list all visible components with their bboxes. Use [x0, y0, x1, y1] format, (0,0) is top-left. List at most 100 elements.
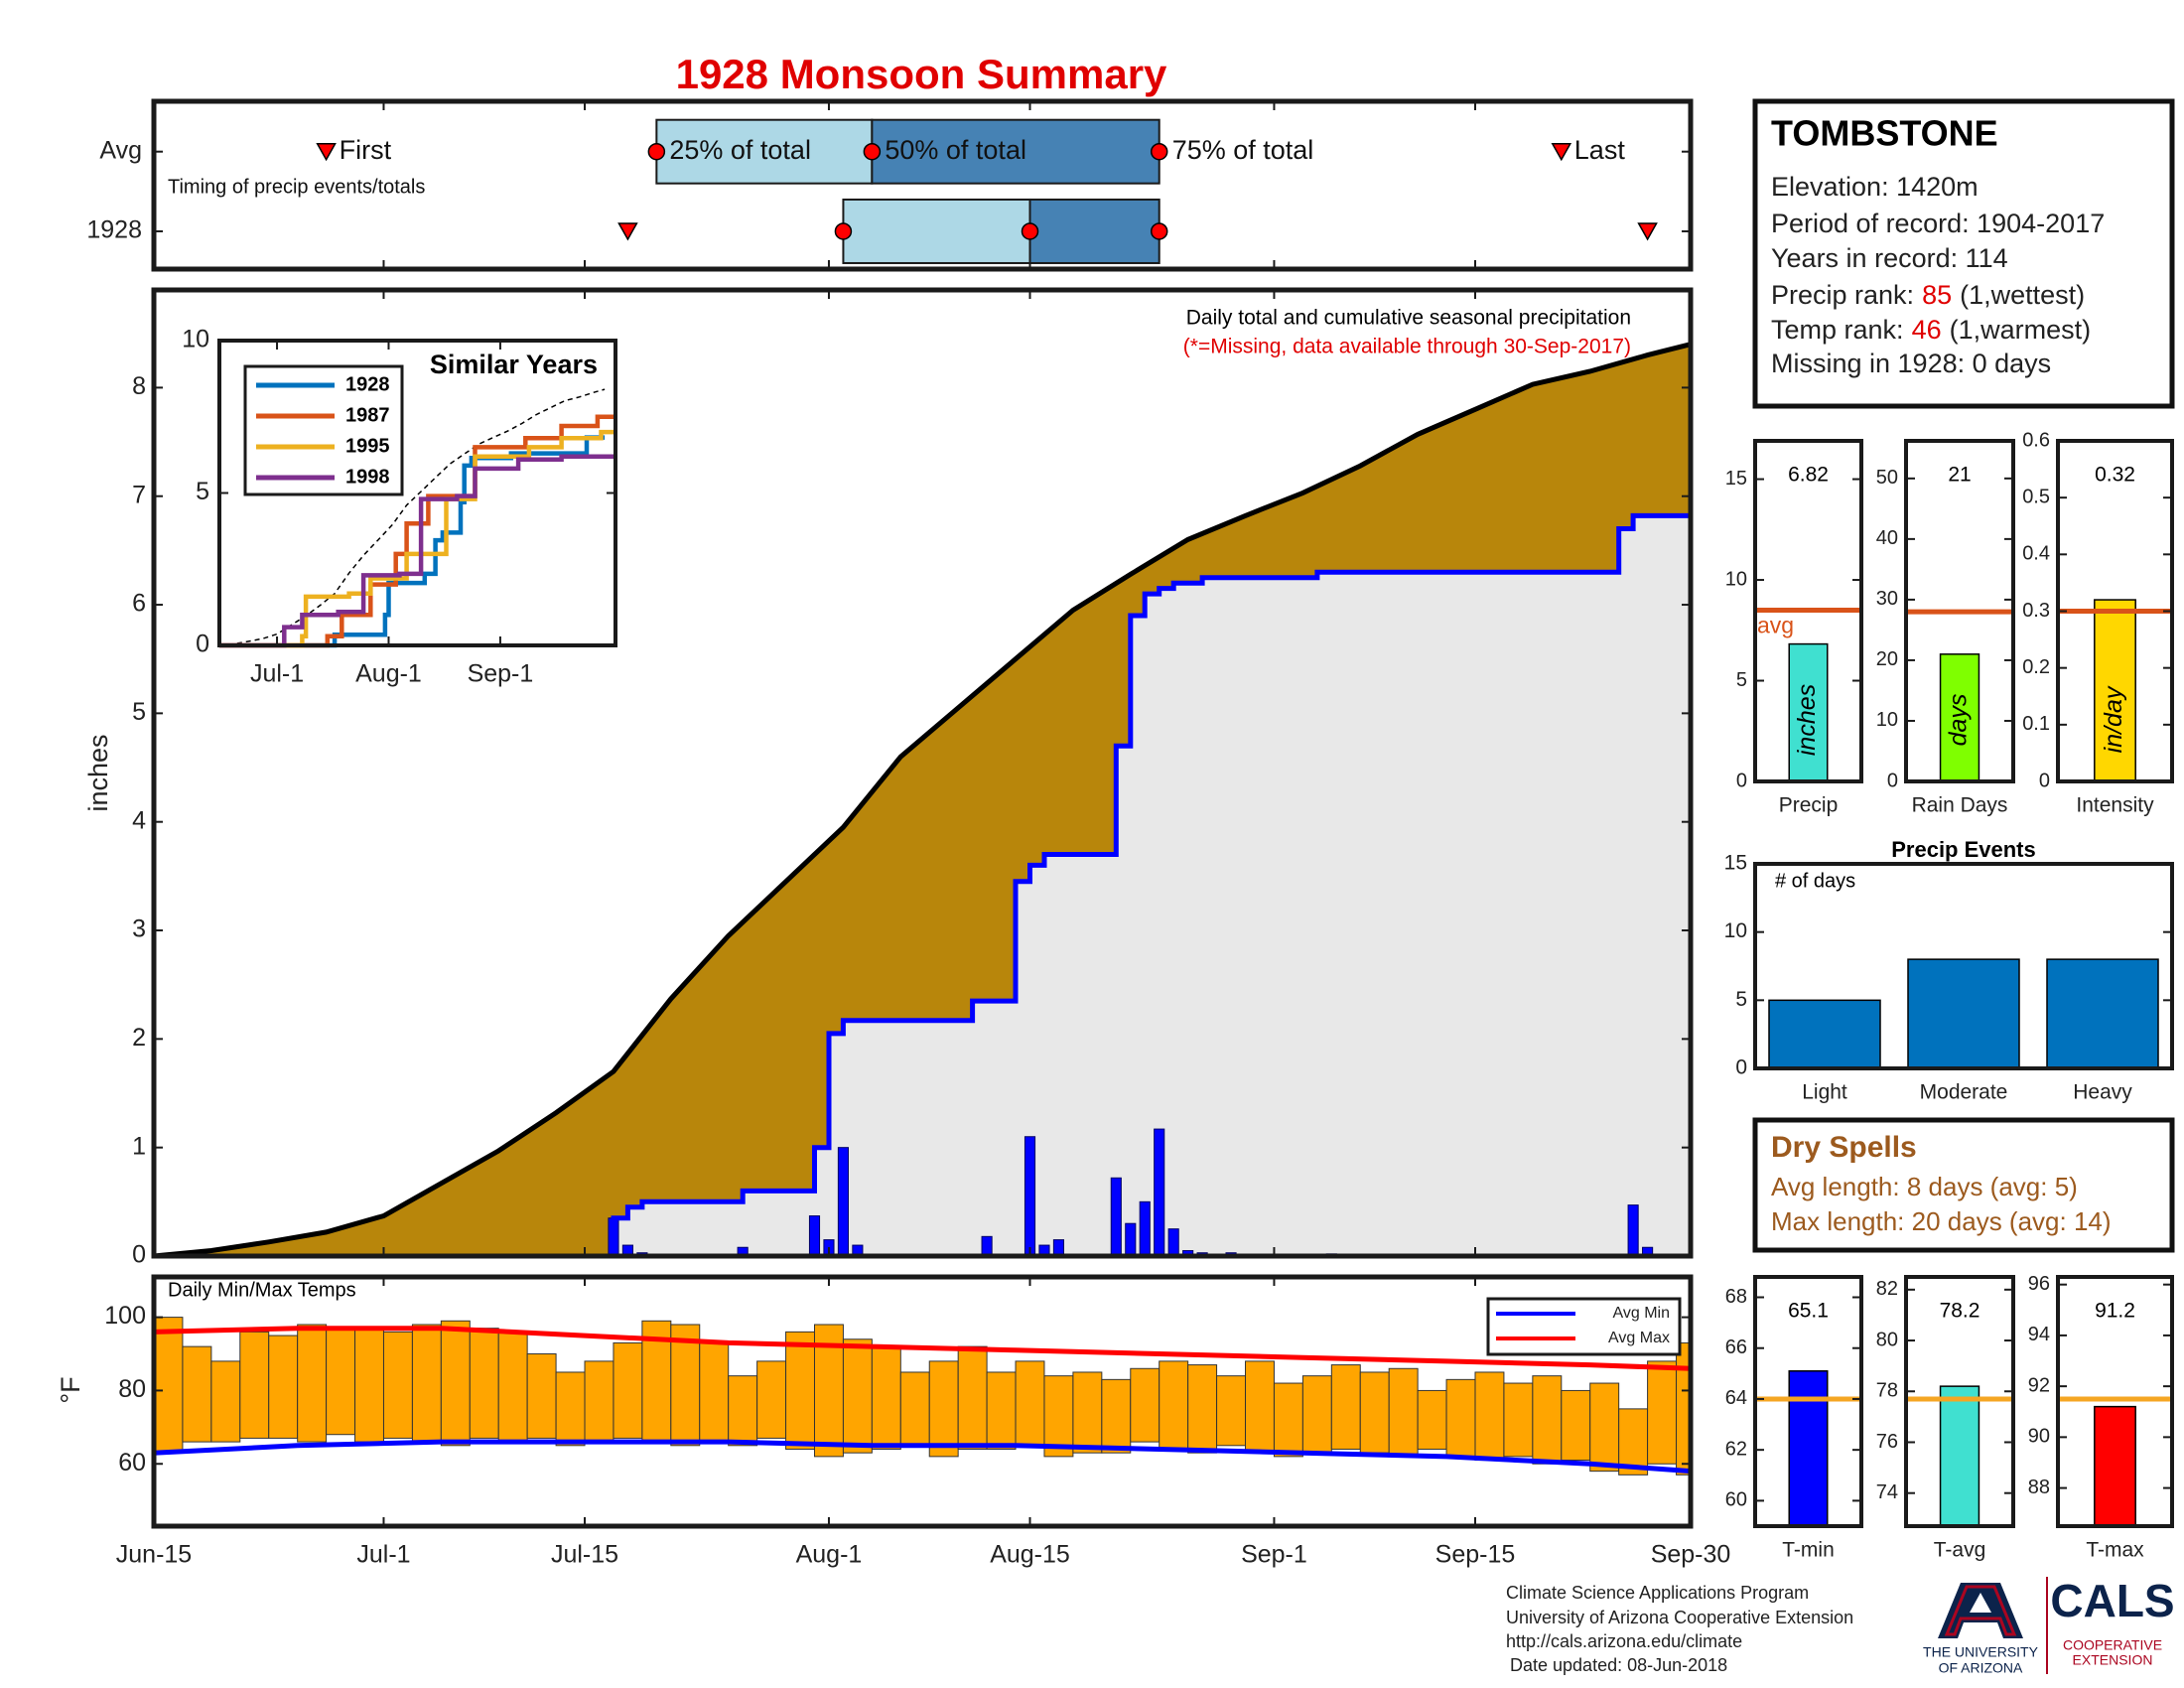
- temp-range-bar: [469, 1328, 499, 1439]
- x-tick-label: Jul-1: [250, 660, 304, 688]
- temp-range-bar: [1503, 1382, 1534, 1458]
- y-tick-label: 1: [132, 1132, 146, 1160]
- timing-label: 25% of total: [669, 135, 811, 165]
- temp-range-bar: [1359, 1371, 1390, 1454]
- footer-line: http://cals.arizona.edu/climate: [1506, 1631, 1742, 1651]
- plot-frame: [151, 98, 1694, 272]
- y-tick-label: 0.3: [2022, 600, 2050, 622]
- temp-range-bar: [1647, 1360, 1678, 1465]
- unit-label: inches: [1793, 684, 1821, 756]
- temp-range-bar: [1101, 1378, 1132, 1454]
- temp-range-bar: [497, 1331, 528, 1443]
- x-axis-label: T-avg: [1934, 1539, 1986, 1562]
- temp-range-bar: [354, 1328, 384, 1443]
- x-tick-label: Aug-1: [355, 660, 422, 688]
- temp-range-bar: [1072, 1371, 1103, 1454]
- station-panel: TOMBSTONE Elevation: 1420m Period of rec…: [1752, 98, 2175, 409]
- legend-label: 1998: [345, 466, 390, 488]
- x-axis-label: T-max: [2086, 1539, 2144, 1562]
- y-tick-label: 94: [2028, 1324, 2050, 1345]
- average-temp-line: [153, 1326, 1692, 1371]
- legend-label: 1928: [345, 373, 390, 395]
- plot-frame: [151, 287, 1694, 1259]
- dry-spells-title: Dry Spells: [1771, 1131, 1917, 1164]
- chart-title: Precip Events: [1891, 837, 2036, 862]
- timing-dot: [1150, 142, 1168, 161]
- bar: [1907, 958, 2020, 1069]
- y-tick-label: 68: [1725, 1286, 1747, 1308]
- plot-frame: [1904, 1275, 2015, 1528]
- daily-precip-bar: [1125, 1222, 1137, 1257]
- y-tick-label: 4: [132, 806, 146, 834]
- temp-range-bar: [1532, 1375, 1563, 1465]
- temp-range-bar: [297, 1324, 328, 1443]
- missing-days: Missing in 1928: 0 days: [1771, 349, 2051, 378]
- temp-range-bar: [326, 1328, 356, 1436]
- value-label: 21: [1948, 464, 1971, 487]
- footer-line: Climate Science Applications Program: [1506, 1583, 1809, 1603]
- y-tick-label: 30: [1876, 588, 1898, 610]
- temp-range-bar: [785, 1331, 815, 1450]
- legend-label: Avg Min: [1612, 1305, 1670, 1322]
- timing-dot: [1021, 222, 1039, 240]
- timing-dot: [647, 142, 666, 161]
- temp-range-bar: [1330, 1364, 1361, 1450]
- x-tick-label: Aug-1: [796, 1541, 863, 1569]
- timing-triangle: [316, 142, 337, 162]
- y-tick-label: 0: [1735, 1056, 1747, 1079]
- plot-frame: [1904, 439, 2015, 783]
- y-tick-label: 0: [196, 631, 209, 658]
- y-tick-label: 0: [1887, 770, 1898, 791]
- timing-triangle: [1637, 222, 1658, 241]
- y-tick-label: 10: [1724, 919, 1747, 942]
- series-line: [219, 454, 615, 648]
- cumulative-area: [154, 515, 1691, 1256]
- legend-label: 1987: [345, 404, 390, 426]
- x-tick-label: Jul-1: [356, 1541, 410, 1569]
- timing-box-upper: [871, 118, 1160, 185]
- y-tick-label: 20: [1876, 648, 1898, 670]
- rank-note: (1,wettest): [1960, 280, 2085, 310]
- plot-frame: [2056, 1275, 2174, 1528]
- daily-precip-bar: [1627, 1204, 1639, 1257]
- daily-precip-bar: [1139, 1200, 1151, 1257]
- x-axis-label: Precip: [1779, 794, 1839, 817]
- y-tick-label: 10: [1725, 568, 1747, 590]
- average-temp-line: [153, 1439, 1692, 1475]
- y-axis-label: inches: [83, 734, 113, 811]
- temp-range-bar: [382, 1331, 413, 1439]
- timing-label: Last: [1574, 135, 1626, 165]
- y-axis-label: °F: [56, 1376, 85, 1403]
- timing-label: First: [340, 135, 392, 165]
- value-label: 65.1: [1788, 1300, 1829, 1323]
- series-line: [219, 414, 615, 648]
- y-tick-label: 40: [1876, 527, 1898, 549]
- temp-rank: Temp rank: 46 (1,warmest): [1771, 315, 2091, 345]
- temp-range-bar: [210, 1360, 241, 1443]
- gauge-bar: [2094, 1405, 2136, 1527]
- bar: [2046, 958, 2159, 1069]
- temp-range-bar: [699, 1341, 730, 1443]
- footer-line: University of Arizona Cooperative Extens…: [1506, 1608, 1853, 1627]
- temp-range-bar: [584, 1360, 614, 1443]
- cumulative-line: [153, 342, 1692, 1259]
- y-tick-label: 60: [1725, 1489, 1747, 1511]
- y-tick-label: 5: [132, 698, 146, 726]
- y-tick-label: 78: [1876, 1380, 1898, 1402]
- ua-name: OF ARIZONA: [1939, 1660, 2023, 1676]
- temp-range-bar: [526, 1353, 557, 1439]
- y-tick-label: 100: [104, 1302, 146, 1330]
- rank-note: (1,warmest): [1950, 315, 2092, 345]
- temp-range-bar: [728, 1375, 758, 1447]
- timing-dot: [863, 142, 882, 161]
- y-tick-label: 92: [2028, 1374, 2050, 1396]
- y-tick-label: 3: [132, 915, 146, 943]
- y-tick-label: 80: [118, 1375, 146, 1403]
- timing-triangle: [617, 222, 638, 241]
- timing-box-lower: [842, 198, 1031, 264]
- rank-value: 85: [1922, 280, 1952, 310]
- temp-range-bar: [670, 1324, 701, 1447]
- dry-spells-line: Max length: 20 days (avg: 14): [1771, 1206, 2112, 1236]
- temp-range-bar: [440, 1320, 471, 1447]
